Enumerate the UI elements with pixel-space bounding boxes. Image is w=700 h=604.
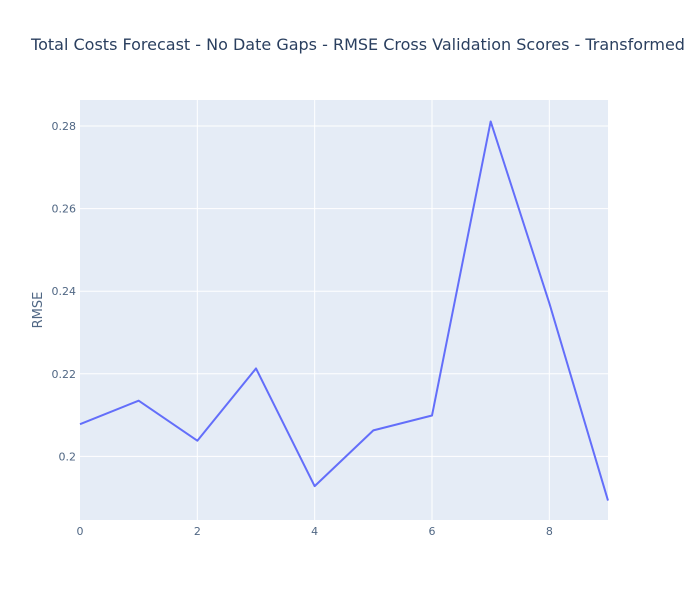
- y-axis-title: RMSE: [31, 292, 46, 329]
- y-tick-label-1: 0.22: [52, 368, 77, 381]
- x-tick-labels: 0 2 4 6 8: [77, 525, 553, 538]
- x-tick-label-1: 2: [194, 525, 201, 538]
- plot-area: [80, 100, 608, 520]
- y-tick-label-4: 0.28: [52, 120, 77, 133]
- y-gridlines: [80, 125, 608, 457]
- chart-title: Total Costs Forecast - No Date Gaps - RM…: [30, 35, 685, 54]
- x-gridlines: [196, 100, 550, 520]
- series-line: [79, 120, 609, 501]
- y-tick-label-0: 0.2: [59, 450, 77, 463]
- y-tick-labels: 0.2 0.22 0.24 0.26 0.28: [52, 120, 77, 463]
- x-tick-label-3: 6: [429, 525, 436, 538]
- y-tick-label-2: 0.24: [52, 285, 77, 298]
- x-tick-label-0: 0: [77, 525, 84, 538]
- x-tick-label-4: 8: [546, 525, 553, 538]
- y-tick-label-3: 0.26: [52, 203, 77, 216]
- x-tick-label-2: 4: [311, 525, 318, 538]
